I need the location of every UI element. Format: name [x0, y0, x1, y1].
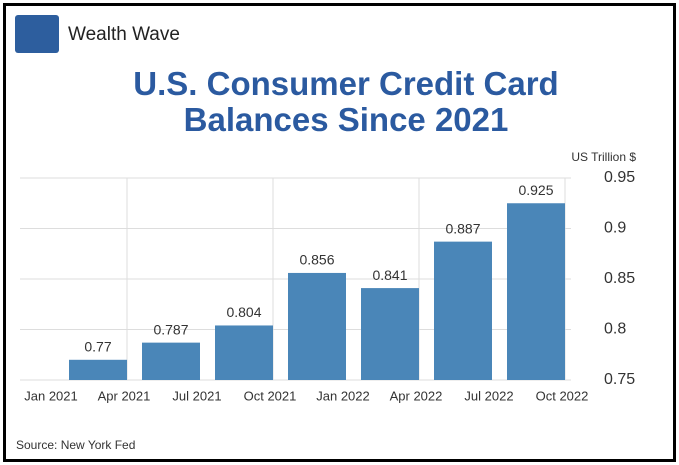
bar — [69, 359, 127, 380]
x-tick-label: Apr 2022 — [390, 388, 443, 403]
chart-title: U.S. Consumer Credit Card Balances Since… — [133, 65, 559, 138]
data-label: 0.787 — [153, 321, 188, 337]
bar — [434, 241, 492, 380]
x-tick-label: Apr 2021 — [98, 388, 151, 403]
bar — [507, 203, 565, 380]
bar — [142, 342, 200, 380]
data-label: 0.841 — [372, 267, 407, 283]
bar — [361, 288, 419, 380]
frame: Wealth Wave U.S. Consumer Credit Card Ba… — [3, 3, 676, 462]
y-tick-label: 0.9 — [604, 220, 626, 237]
x-tick-label: Oct 2021 — [244, 388, 297, 403]
y-tick-label: 0.8 — [604, 321, 626, 338]
data-label: 0.77 — [84, 339, 111, 355]
x-tick-label: Oct 2022 — [536, 388, 589, 403]
x-tick-label: Jul 2022 — [464, 388, 513, 403]
data-label: 0.925 — [518, 182, 553, 198]
brand-name: Wealth Wave — [68, 24, 180, 45]
chart: US Trillion $ Source: New York Fed 0.75 0… — [16, 150, 636, 452]
y-axis-label: US Trillion $ — [571, 150, 636, 164]
data-label: 0.856 — [299, 252, 334, 268]
x-tick-label: Jan 2022 — [316, 388, 370, 403]
bar — [215, 325, 273, 380]
y-tick-label: 0.85 — [604, 270, 635, 287]
x-tick-label: Jul 2021 — [172, 388, 221, 403]
bar — [288, 272, 346, 380]
logo-icon — [15, 15, 59, 53]
x-tick-label: Jan 2021 — [24, 388, 78, 403]
data-label: 0.887 — [445, 220, 480, 236]
source: Source: New York Fed — [16, 438, 135, 452]
data-label: 0.804 — [226, 304, 261, 320]
y-tick-label: 0.75 — [604, 371, 635, 388]
y-tick-label: 0.95 — [604, 169, 635, 186]
